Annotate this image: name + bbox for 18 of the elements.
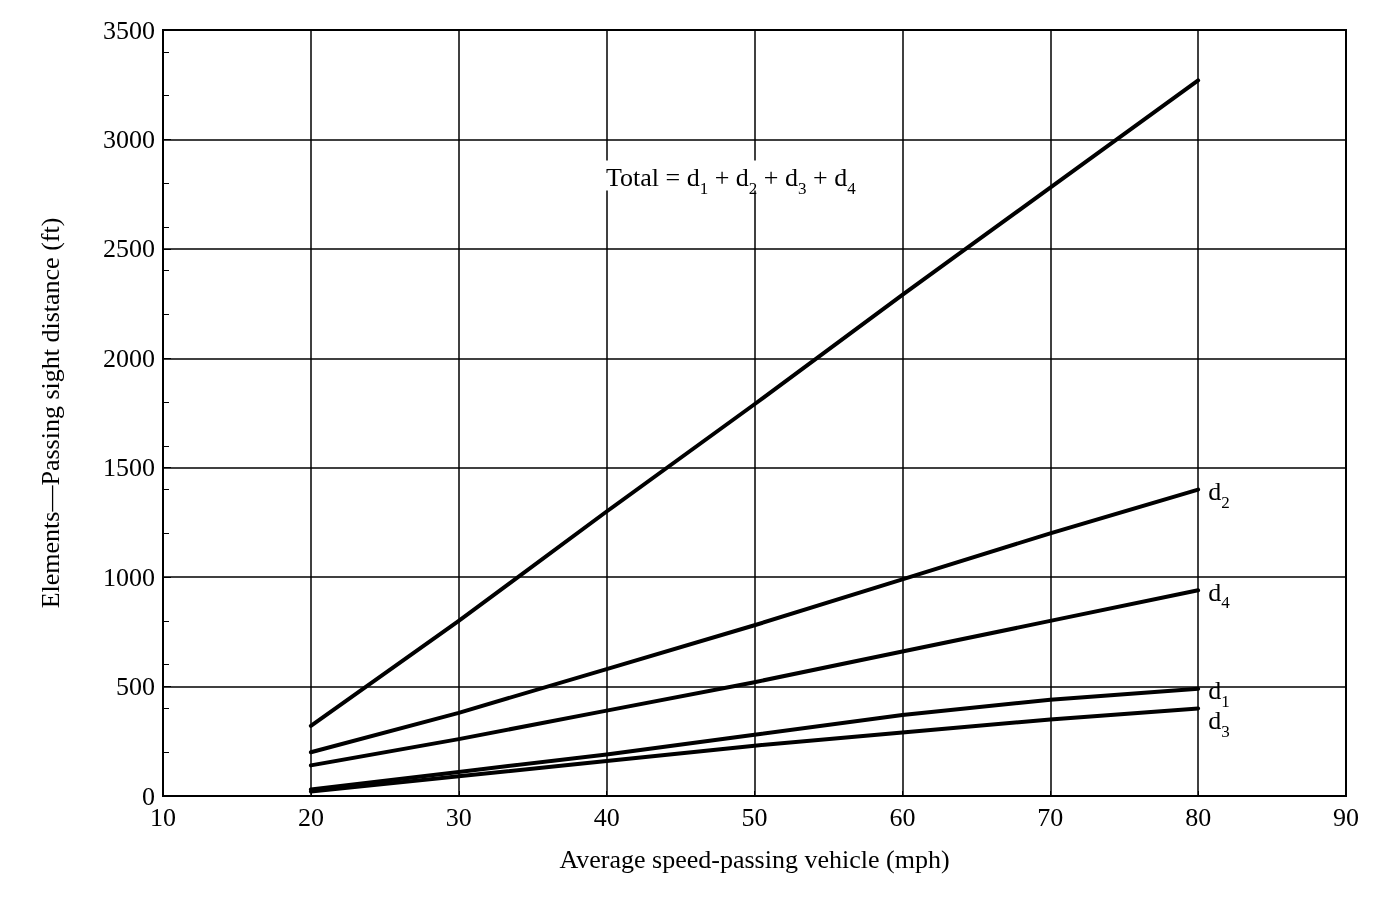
y-axis-title: Elements—Passing sight distance (ft): [35, 217, 65, 609]
x-tick-label: 80: [1185, 802, 1212, 832]
x-tick-label: 60: [889, 802, 916, 832]
y-tick-label: 1500: [103, 453, 155, 483]
y-tick-label: 1000: [103, 562, 155, 592]
x-tick-label: 50: [741, 802, 768, 832]
y-tick-label: 3000: [103, 124, 155, 154]
x-tick-label: 70: [1037, 802, 1064, 832]
y-tick-label: 2000: [103, 343, 155, 373]
y-tick-label: 0: [142, 781, 155, 811]
x-tick-label: 20: [297, 802, 324, 832]
y-tick-label: 500: [116, 672, 155, 702]
y-tick-label: 2500: [103, 234, 155, 264]
y-tick-label: 3500: [103, 15, 155, 45]
x-tick-label: 30: [445, 802, 472, 832]
x-tick-label: 90: [1333, 802, 1359, 832]
x-axis-title: Average speed-passing vehicle (mph): [559, 844, 950, 874]
x-tick-label: 40: [593, 802, 620, 832]
